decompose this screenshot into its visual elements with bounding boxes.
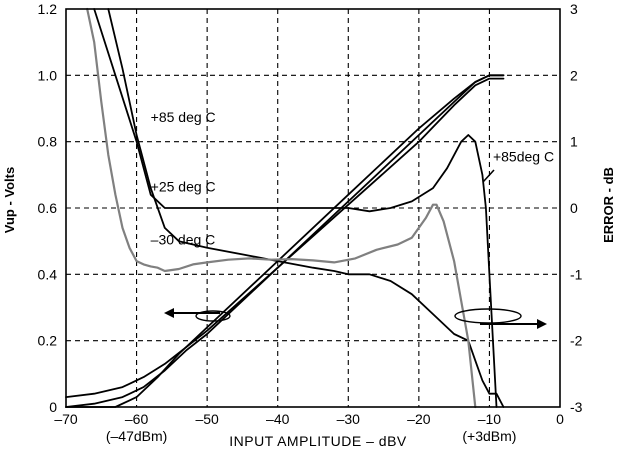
right-pointer-arrowhead	[537, 319, 547, 329]
x-tick-label: –50	[195, 411, 219, 427]
y-right-axis-title: ERROR - dB	[601, 167, 616, 243]
x-tick-label: 0	[556, 411, 564, 427]
y-right-tick-label: 0	[570, 200, 578, 216]
left-axis-pointer	[164, 308, 231, 322]
y-left-tick-label: 0.8	[38, 134, 58, 150]
vup-curve-2	[65, 74, 505, 408]
x-tick-labels: –70 –60 –50 –40 –30 –20 –10 0	[54, 411, 564, 427]
error-curve-4	[93, 8, 498, 408]
y-right-tick-label: 1	[570, 134, 578, 150]
x-tick-label: –20	[407, 411, 431, 427]
x-tick-label: –60	[125, 411, 149, 427]
curve-label: –30 deg C	[151, 231, 216, 247]
x-sublabels: (–47dBm) (+3dBm)	[106, 428, 517, 444]
left-pointer-ellipse	[195, 310, 231, 322]
y-left-tick-label: 1.0	[38, 67, 58, 83]
x-sublabel: (–47dBm)	[106, 428, 167, 444]
curve-label: +85 deg C	[151, 109, 216, 125]
left-pointer-arrowhead	[164, 308, 174, 318]
series-layer	[65, 7, 505, 409]
y-left-tick-labels: 0 0.2 0.4 0.6 0.8 1.0 1.2	[38, 1, 58, 415]
error-curve-3	[107, 8, 505, 408]
y-left-tick-label: 1.2	[38, 1, 58, 17]
x-tick-label: –70	[54, 411, 78, 427]
y-left-tick-label: 0	[49, 399, 57, 415]
y-right-tick-labels: -3 -2 -1 0 1 2 3	[570, 1, 583, 415]
error-curve-5	[86, 7, 477, 409]
y-left-tick-label: 0.4	[38, 266, 58, 282]
annotation-leader	[482, 169, 495, 183]
curve-label: +85deg C	[493, 149, 554, 165]
x-axis-title: INPUT AMPLITUDE – dBV	[229, 433, 407, 449]
y-right-tick-label: 2	[570, 67, 578, 83]
y-right-tick-label: -3	[570, 399, 583, 415]
y-left-axis-title: Vup - Volts	[2, 167, 17, 233]
x-tick-label: –30	[337, 411, 361, 427]
vup-curve-0	[65, 77, 505, 399]
y-right-tick-label: 3	[570, 1, 578, 17]
y-left-tick-label: 0.6	[38, 200, 58, 216]
y-right-tick-label: -2	[570, 333, 583, 349]
curve-annotations: +85 deg C +25 deg C –30 deg C +85deg C	[151, 109, 554, 248]
right-axis-pointer	[454, 308, 547, 329]
plot-frame	[65, 8, 561, 408]
x-sublabel: (+3dBm)	[462, 428, 516, 444]
x-tick-label: –10	[478, 411, 502, 427]
y-left-tick-label: 0.2	[38, 333, 58, 349]
x-tick-label: –40	[266, 411, 290, 427]
curve-label: +25 deg C	[151, 178, 216, 194]
y-right-tick-label: -1	[570, 266, 583, 282]
